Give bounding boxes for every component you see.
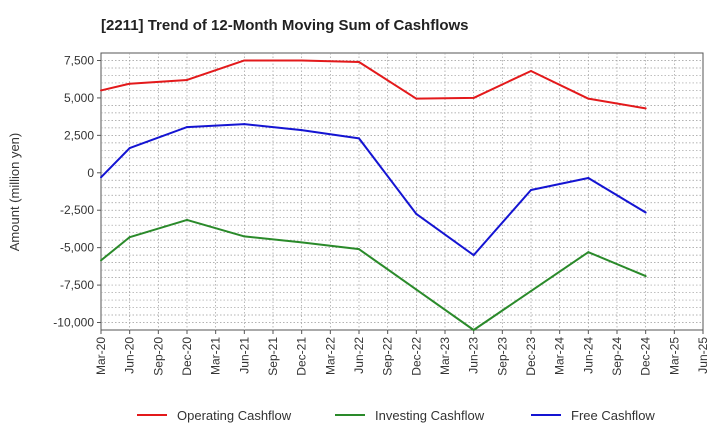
data-point [587, 177, 590, 180]
x-tick-label: Dec-24 [639, 337, 653, 376]
x-tick-label: Mar-24 [553, 337, 567, 375]
data-point [300, 241, 303, 244]
x-tick-label: Sep-22 [381, 337, 395, 376]
data-point [128, 82, 131, 85]
data-point [186, 218, 188, 221]
y-tick-label: 5,000 [64, 91, 94, 105]
data-point [472, 329, 475, 331]
data-point [300, 129, 303, 132]
data-point [243, 59, 246, 62]
data-point [587, 251, 590, 254]
data-point [100, 176, 102, 179]
data-point [128, 147, 131, 150]
x-tick-label: Dec-20 [180, 337, 194, 376]
data-point [644, 107, 647, 110]
data-point [644, 211, 647, 214]
y-tick-label: 7,500 [64, 53, 94, 67]
legend-label: Free Cashflow [571, 408, 655, 423]
data-point [358, 137, 360, 140]
y-tick-label: -5,000 [60, 241, 94, 255]
data-point [100, 259, 102, 262]
x-tick-label: Dec-22 [409, 337, 423, 376]
legend: Operating Cashflow Investing Cashflow Free… [137, 408, 655, 423]
data-point [358, 248, 360, 251]
x-tick-label: Jun-20 [123, 337, 137, 374]
data-point [530, 290, 532, 293]
x-tick-label: Dec-23 [524, 337, 538, 376]
x-tick-label: Mar-21 [209, 337, 223, 375]
chart-title: [2211] Trend of 12-Month Moving Sum of C… [101, 17, 469, 34]
x-tick-label: Jun-22 [352, 337, 366, 374]
data-point [415, 97, 418, 100]
x-tick-label: Dec-21 [295, 337, 309, 376]
data-point [100, 89, 102, 92]
x-tick-label: Sep-24 [610, 337, 624, 376]
legend-label: Investing Cashflow [375, 408, 485, 423]
data-point [587, 97, 590, 100]
x-axis: Mar-20 Jun-20 Sep-20 Dec-20 Mar-21 Jun-21 Sep-… [94, 330, 710, 376]
data-point [530, 69, 532, 72]
grid [101, 53, 703, 330]
x-tick-label: Mar-25 [667, 337, 681, 375]
x-tick-label: Mar-23 [438, 337, 452, 375]
x-tick-label: Sep-20 [151, 337, 165, 376]
y-axis: 7,500 5,000 2,500 0 -2,500 -5,000 -7,500 -10,00… [53, 53, 101, 330]
y-tick-label: -2,500 [60, 203, 94, 217]
series-lines [100, 59, 647, 331]
data-point [358, 60, 360, 63]
x-tick-label: Mar-22 [323, 337, 337, 375]
x-tick-label: Mar-20 [94, 337, 108, 375]
legend-label: Operating Cashflow [177, 408, 292, 423]
y-tick-label: 2,500 [64, 128, 94, 142]
data-point [472, 254, 475, 257]
data-point [644, 275, 647, 278]
data-point [186, 78, 188, 81]
plot-area [100, 52, 704, 331]
x-tick-label: Jun-25 [696, 337, 710, 374]
data-point [472, 96, 475, 99]
x-tick-label: Jun-23 [467, 337, 481, 374]
data-point [243, 123, 246, 126]
x-tick-label: Sep-21 [266, 337, 280, 376]
data-point [243, 235, 246, 238]
data-point [300, 59, 303, 62]
x-tick-label: Jun-21 [237, 337, 251, 374]
data-point [128, 236, 131, 239]
x-tick-label: Jun-24 [581, 337, 595, 374]
y-tick-label: -10,000 [53, 316, 94, 330]
data-point [415, 288, 418, 291]
data-point [415, 212, 418, 215]
data-point [186, 126, 188, 129]
y-axis-label: Amount (million yen) [7, 133, 22, 252]
x-tick-label: Sep-23 [495, 337, 509, 376]
y-tick-label: 0 [87, 166, 94, 180]
data-point [530, 189, 532, 192]
y-tick-label: -7,500 [60, 278, 94, 292]
